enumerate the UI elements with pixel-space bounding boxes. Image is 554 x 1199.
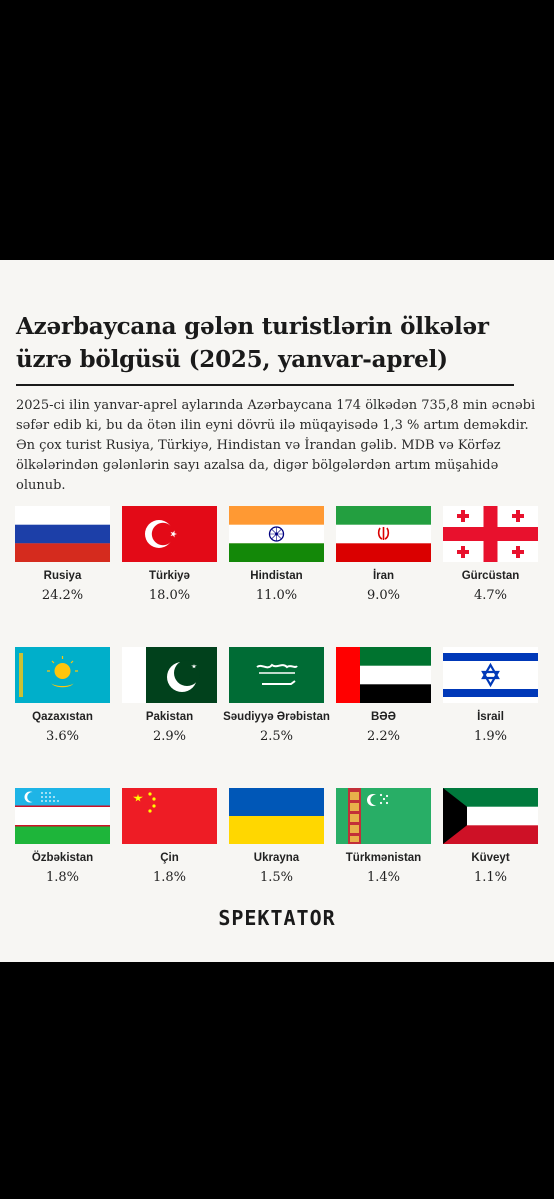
china-flag-icon	[122, 788, 217, 844]
uae-flag-icon	[336, 647, 431, 703]
country-share-value: 1.4%	[366, 870, 401, 885]
saudi-arabia-flag-icon	[229, 647, 324, 703]
country-name-label: Türkiyə	[149, 570, 190, 582]
country-share-value: 18.0%	[148, 588, 191, 603]
israel-flag-icon	[443, 647, 538, 703]
country-name-label: Qazaxıstan	[32, 711, 93, 723]
country-share-value: 1.9%	[473, 729, 508, 744]
ukraine-flag-icon	[229, 788, 324, 844]
uzbekistan-flag-icon	[15, 788, 110, 844]
country-share-value: 4.7%	[473, 588, 508, 603]
country-share-value: 1.8%	[152, 870, 187, 885]
country-share-value: 2.9%	[152, 729, 187, 744]
russia-flag-icon	[15, 506, 110, 562]
country-share-value: 2.5%	[259, 729, 294, 744]
iran-flag-icon	[336, 506, 431, 562]
country-share-value: 1.5%	[259, 870, 294, 885]
country-share-value: 1.1%	[473, 870, 508, 885]
country-name-label: Pakistan	[145, 711, 194, 723]
country-share-value: 3.6%	[45, 729, 80, 744]
turkey-flag-icon	[122, 506, 217, 562]
country-name-label: Çin	[160, 852, 179, 864]
country-name-label: Türkmənistan	[345, 852, 422, 864]
country-name-label: İran	[372, 570, 395, 582]
kazakhstan-flag-icon	[15, 647, 110, 703]
country-name-label: Rusiya	[43, 570, 82, 582]
kuwait-flag-icon	[443, 788, 538, 844]
country-name-label: Səudiyyə Ərəbistan	[223, 711, 330, 723]
country-name-label: Özbəkistan	[31, 852, 94, 864]
country-share-value: 2.2%	[366, 729, 401, 744]
india-flag-icon	[229, 506, 324, 562]
page-title: Azərbaycana gələn turistlərin ölkələr üz…	[16, 313, 489, 373]
country-name-label: Hindistan	[250, 570, 303, 582]
country-share-value: 1.8%	[45, 870, 80, 885]
country-name-label: İsrail	[477, 711, 504, 723]
infographic-card	[0, 260, 554, 962]
brand-logo: SPEKTATOR	[218, 906, 336, 930]
country-name-label: Ukrayna	[253, 852, 300, 864]
country-name-label: BƏƏ	[370, 711, 396, 723]
intro-paragraph: 2025-ci ilin yanvar-aprel aylarında Azər…	[16, 398, 536, 493]
country-name-label: Gürcüstan	[461, 570, 520, 582]
turkmenistan-flag-icon	[336, 788, 431, 844]
pakistan-flag-icon	[122, 647, 217, 703]
country-share-value: 24.2%	[41, 588, 84, 603]
country-share-value: 11.0%	[255, 588, 298, 603]
country-name-label: Küveyt	[471, 852, 510, 864]
country-share-value: 9.0%	[366, 588, 401, 603]
title-divider	[16, 384, 514, 386]
georgia-flag-icon	[443, 506, 538, 562]
